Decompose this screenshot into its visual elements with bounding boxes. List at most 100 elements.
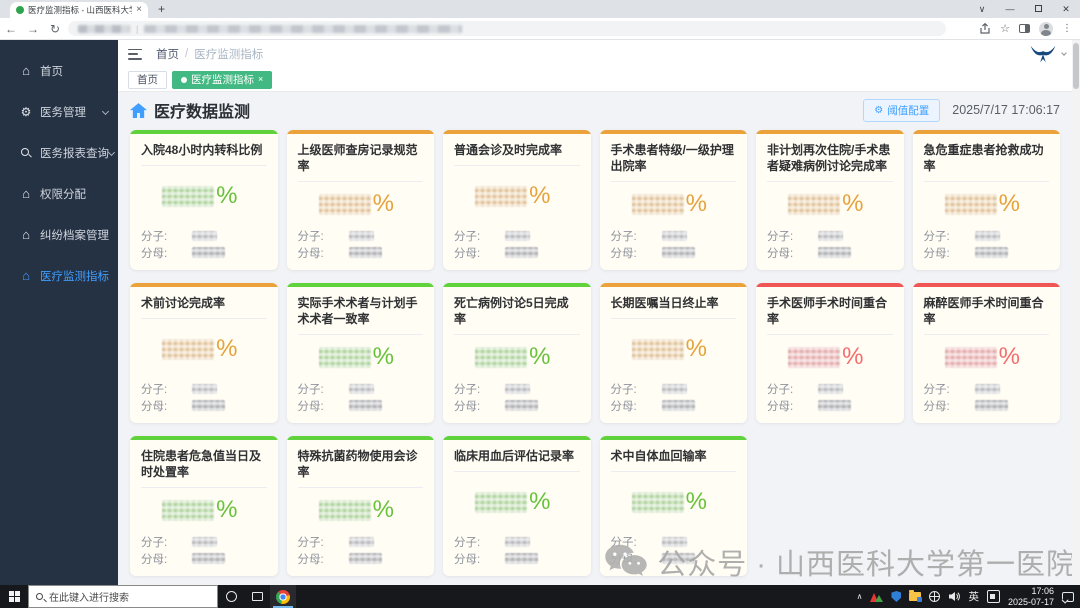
numerator-row: 分子: bbox=[611, 380, 737, 397]
metric-card: 实际手术术者与计划手术术者一致率 % 分子: 分母: bbox=[286, 283, 434, 423]
denominator-row: 分母: bbox=[298, 397, 424, 414]
card-title: 上级医师查房记录规范率 bbox=[297, 134, 423, 182]
start-button[interactable] bbox=[0, 585, 28, 608]
sidebar-item[interactable]: 医务管理 bbox=[0, 91, 118, 132]
tag-current-label: 医疗监测指标 bbox=[191, 74, 254, 86]
redacted-value bbox=[944, 346, 997, 368]
taskbar-clock[interactable]: 17:06 2025-07-17 bbox=[1008, 586, 1054, 607]
redacted-value bbox=[162, 338, 215, 360]
forward-icon[interactable]: → bbox=[27, 21, 39, 36]
metric-card: 住院患者危急值当日及时处置率 % 分子: 分母: bbox=[130, 436, 278, 576]
card-status-bar bbox=[130, 130, 278, 134]
card-status-bar bbox=[130, 436, 278, 440]
redacted-denominator bbox=[974, 247, 1008, 258]
numerator-label: 分子: bbox=[141, 230, 168, 243]
user-logo-area[interactable] bbox=[1029, 44, 1067, 64]
volume-icon[interactable] bbox=[948, 591, 961, 602]
redacted-value bbox=[475, 491, 528, 513]
reload-icon[interactable]: ↻ bbox=[49, 21, 61, 36]
cloud-folder-icon[interactable] bbox=[909, 590, 923, 602]
denominator-row: 分母: bbox=[924, 244, 1050, 261]
sidebar-item-icon bbox=[19, 186, 33, 201]
ime-language-indicator[interactable]: 英 bbox=[968, 591, 979, 603]
numerator-row: 分子: bbox=[454, 533, 580, 550]
tab-search-icon[interactable]: ∨ bbox=[978, 3, 986, 14]
ime-mode-icon[interactable] bbox=[986, 590, 1000, 603]
breadcrumb-current: 医疗监测指标 bbox=[194, 49, 264, 61]
sidebar-item-label: 首页 bbox=[40, 65, 63, 78]
sidebar-item[interactable]: 医疗监测指标 bbox=[0, 255, 118, 296]
redacted-denominator bbox=[348, 553, 382, 564]
numerator-label: 分子: bbox=[297, 230, 324, 243]
threshold-config-button[interactable]: ⚙ 阈值配置 bbox=[863, 98, 941, 122]
task-view-icon bbox=[251, 592, 263, 601]
minimize-button[interactable]: — bbox=[1005, 4, 1015, 14]
redacted-value bbox=[631, 338, 684, 360]
sidebar-item-icon bbox=[19, 105, 33, 119]
tag-home[interactable]: 首页 bbox=[128, 70, 167, 89]
stock-app-icon[interactable] bbox=[870, 592, 884, 602]
numerator-row: 分子: bbox=[924, 380, 1050, 397]
page-scrollbar[interactable] bbox=[1072, 40, 1080, 585]
notification-center-icon[interactable] bbox=[1062, 591, 1074, 602]
metric-card: 上级医师查房记录规范率 % 分子: 分母: bbox=[286, 130, 434, 270]
tab-close-icon[interactable]: × bbox=[136, 4, 142, 15]
redacted-denominator bbox=[661, 400, 695, 411]
taskbar-search-box[interactable]: 在此键入进行搜索 bbox=[28, 585, 218, 608]
tag-close-icon[interactable]: × bbox=[258, 74, 264, 84]
card-title: 术中自体血回输率 bbox=[610, 440, 736, 472]
card-status-bar bbox=[599, 130, 747, 134]
toolbar-right: ☆ ⋮ bbox=[979, 21, 1080, 36]
task-view-button[interactable] bbox=[244, 585, 270, 608]
header-right: ⚙ 阈值配置 2025/7/17 17:06:17 bbox=[863, 98, 1060, 122]
network-icon[interactable] bbox=[929, 591, 941, 602]
card-unit: % bbox=[529, 343, 551, 371]
card-value-row: % bbox=[450, 335, 576, 380]
maximize-button[interactable] bbox=[1024, 4, 1052, 14]
sidebar-item[interactable]: 医务报表查询 bbox=[0, 132, 118, 173]
denominator-label: 分母: bbox=[297, 247, 324, 260]
security-shield-icon[interactable] bbox=[891, 591, 902, 602]
tray-expand-icon[interactable]: ∧ bbox=[856, 592, 863, 601]
profile-avatar[interactable] bbox=[1039, 21, 1053, 36]
redacted-numerator bbox=[192, 383, 217, 394]
denominator-row: 分母: bbox=[611, 397, 737, 414]
side-panel-icon[interactable] bbox=[1019, 24, 1030, 33]
numerator-row: 分子: bbox=[141, 227, 267, 244]
back-icon[interactable]: ← bbox=[5, 21, 17, 36]
browser-tab-strip: 医疗监测指标 - 山西医科大学第… × + ∨ — ✕ bbox=[0, 0, 1080, 18]
denominator-label: 分母: bbox=[610, 247, 637, 260]
breadcrumb-separator: / bbox=[185, 48, 189, 60]
metric-card: 入院48小时内转科比例 % 分子: 分母: bbox=[130, 130, 278, 270]
card-unit: % bbox=[842, 190, 864, 218]
cortana-button[interactable] bbox=[218, 585, 244, 608]
metric-card: 特殊抗菌药物使用会诊率 % 分子: 分母: bbox=[286, 436, 434, 576]
sidebar-item[interactable]: 纠纷档案管理 bbox=[0, 214, 118, 255]
denominator-row: 分母: bbox=[611, 244, 737, 261]
chrome-icon bbox=[276, 589, 290, 604]
card-unit: % bbox=[998, 343, 1020, 371]
threshold-config-label: 阈值配置 bbox=[887, 104, 930, 117]
redacted-numerator bbox=[505, 383, 530, 394]
breadcrumb-home[interactable]: 首页 bbox=[156, 49, 179, 61]
browser-tab[interactable]: 医疗监测指标 - 山西医科大学第… × bbox=[10, 2, 148, 18]
chrome-taskbar-button[interactable] bbox=[270, 585, 296, 608]
denominator-label: 分母: bbox=[141, 553, 168, 566]
collapse-menu-icon[interactable] bbox=[128, 48, 142, 60]
new-tab-button[interactable]: + bbox=[158, 2, 166, 16]
close-button[interactable]: ✕ bbox=[1062, 3, 1070, 14]
sidebar-item[interactable]: 权限分配 bbox=[0, 173, 118, 214]
browser-menu-icon[interactable]: ⋮ bbox=[1062, 23, 1072, 34]
sidebar-item[interactable]: 首页 bbox=[0, 50, 118, 91]
card-value-row: % bbox=[763, 335, 889, 380]
address-bar[interactable]: | bbox=[68, 21, 946, 36]
tag-current[interactable]: 医疗监测指标 × bbox=[172, 70, 273, 89]
content-header: 医疗数据监测 ⚙ 阈值配置 2025/7/17 17:06:17 bbox=[118, 92, 1080, 128]
share-icon[interactable] bbox=[979, 22, 991, 35]
redacted-denominator bbox=[818, 247, 851, 258]
numerator-row: 分子: bbox=[454, 380, 580, 397]
scrollbar-thumb[interactable] bbox=[1073, 43, 1079, 89]
numerator-label: 分子: bbox=[454, 383, 481, 396]
card-unit: % bbox=[216, 182, 238, 210]
bookmark-star-icon[interactable]: ☆ bbox=[1000, 23, 1010, 35]
